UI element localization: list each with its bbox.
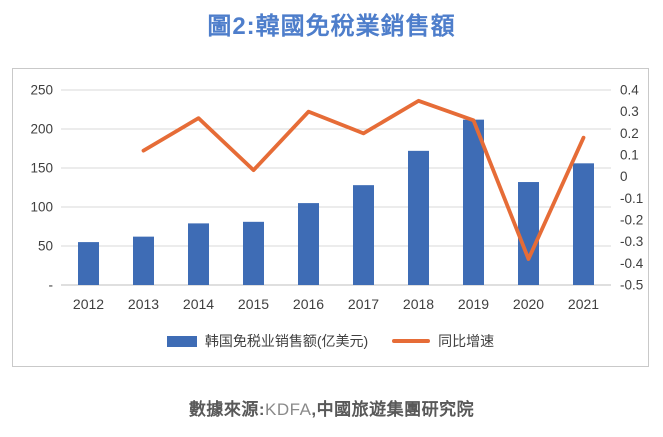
bar-2017 <box>353 185 374 285</box>
left-axis-tick: 250 <box>30 83 53 98</box>
right-axis-tick: 0.2 <box>620 126 639 141</box>
right-axis-tick: 0.1 <box>620 148 639 163</box>
sales-growth-chart: 25020015010050-0.40.30.20.10-0.1-0.2-0.3… <box>30 83 644 313</box>
source-note: 數據來源:KDFA,中國旅遊集團研究院 <box>0 395 663 420</box>
right-axis-tick: -0.3 <box>620 234 643 249</box>
bar-2014 <box>188 223 209 285</box>
source-prefix: 數據來源: <box>188 400 266 419</box>
growth-line <box>141 98 586 261</box>
x-axis-label-2020: 2020 <box>513 296 544 312</box>
left-axis-tick: 100 <box>30 200 53 215</box>
legend-line-label: 同比增速 <box>438 333 495 349</box>
bar-series-swatch-icon <box>166 335 197 347</box>
x-axis-label-2013: 2013 <box>128 296 159 312</box>
bar-2021 <box>573 163 594 285</box>
bar-2019 <box>463 119 484 285</box>
x-axis-label-2018: 2018 <box>403 296 434 312</box>
source-org: KDFA <box>265 400 312 419</box>
legend-bar-label: 韩国免税业销售额(亿美元) <box>204 333 369 349</box>
bar-2020 <box>518 182 539 285</box>
page-title: 圖2:韓國免稅業銷售額 <box>207 13 456 40</box>
bar-2013 <box>133 236 154 285</box>
left-axis-tick: - <box>49 278 54 293</box>
right-axis-tick: -0.5 <box>620 278 643 293</box>
line-series-swatch-icon <box>392 339 431 343</box>
bar-2012 <box>78 242 99 285</box>
x-axis-label-2019: 2019 <box>458 296 489 312</box>
left-axis-tick: 200 <box>30 122 53 137</box>
left-axis-tick: 50 <box>38 239 53 254</box>
chart-panel: 250 200 150 100 50-0.4 0.3 0.2 0.1 0 -0.1 -0.2 -0.3… <box>12 68 649 367</box>
x-axis-label-2015: 2015 <box>238 296 269 312</box>
legend-item-line: 同比增速 <box>392 331 494 351</box>
x-axis-label-2021: 2021 <box>568 296 599 312</box>
bar-2015 <box>243 221 264 285</box>
right-axis-tick: 0.3 <box>620 104 639 119</box>
x-axis-label-2017: 2017 <box>348 296 379 312</box>
legend-item-bars: 韩国免税业销售额(亿美元) <box>166 331 369 351</box>
left-axis-tick: 150 <box>30 161 53 176</box>
x-axis-label-2016: 2016 <box>293 296 324 312</box>
bar-2018 <box>408 150 429 285</box>
right-axis-tick: -0.2 <box>620 213 643 228</box>
bar-2016 <box>298 203 319 285</box>
right-axis-tick: -0.4 <box>620 256 644 271</box>
chart-legend: 韩国免税业销售额(亿美元) 同比增速 <box>13 331 648 351</box>
right-axis-tick: 0.4 <box>620 83 639 98</box>
source-suffix: ,中國旅遊集團研究院 <box>311 400 475 419</box>
x-axis-label-2014: 2014 <box>183 296 214 312</box>
x-axis-label-2012: 2012 <box>73 296 104 312</box>
right-axis-tick: 0 <box>620 169 628 184</box>
right-axis-tick: -0.1 <box>620 191 643 206</box>
